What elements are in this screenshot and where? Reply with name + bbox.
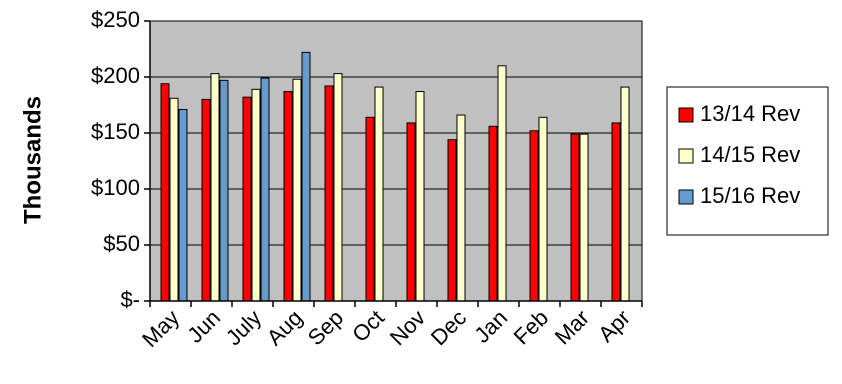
y-tick-label: $50 [103,231,140,256]
bar-14-15-rev-dec [456,114,466,302]
bar-14-15-rev-sep [333,73,343,302]
x-tick-label: Sep [303,305,348,350]
y-tick-label: $100 [91,175,140,200]
bar-13-14-rev-sep [324,85,334,302]
bar-14-15-rev-jun [210,73,220,302]
gridlines [150,76,642,246]
bar-14-15-rev-feb [538,116,548,302]
bar-14-15-rev-mar [579,133,589,302]
bar-13-14-rev-july [242,96,252,302]
y-tick-label: $250 [91,7,140,32]
x-tick-label: Oct [347,305,389,347]
bar-13-14-rev-dec [447,139,457,302]
x-tick-label: Dec [426,305,471,350]
legend-box [666,86,829,236]
bar-14-15-rev-nov [415,91,425,302]
x-tick-label: Jan [469,305,512,348]
bar-14-15-rev-oct [374,86,384,302]
x-tick-label: Aug [262,305,307,350]
bar-15-16-rev-july [260,77,270,302]
bar-14-15-rev-may [169,97,179,302]
x-tick-label: Mar [550,305,594,349]
x-tick-label: Jun [182,305,225,348]
bar-15-16-rev-aug [301,51,311,302]
y-tick-label: $200 [91,63,140,88]
bar-15-16-rev-may [178,108,188,302]
x-tick-label: May [137,305,184,352]
bars [160,51,630,302]
bar-13-14-rev-aug [283,91,293,302]
legend-swatch [678,148,694,164]
y-axis-label: Thousands [19,96,46,224]
axes [144,20,643,307]
legend-swatch [678,189,694,205]
bar-13-14-rev-nov [406,122,416,302]
x-tick-label: Apr [593,305,635,347]
x-tick-label: July [221,305,266,350]
legend: 13/14 Rev 14/15 Rev 15/16 Rev [666,86,829,236]
bar-14-15-rev-jan [497,65,507,302]
y-tick-label: $150 [91,119,140,144]
bar-13-14-rev-jun [201,98,211,302]
legend-label: 13/14 Rev [700,101,800,126]
bar-13-14-rev-mar [570,133,580,302]
bar-13-14-rev-feb [529,130,539,302]
bar-13-14-rev-oct [365,116,375,302]
y-tick-label: $- [120,287,140,312]
bar-14-15-rev-aug [292,78,302,302]
bar-13-14-rev-apr [611,122,621,302]
bar-14-15-rev-july [251,88,261,302]
legend-label: 14/15 Rev [700,142,800,167]
bar-15-16-rev-jun [219,79,229,302]
y-tick-labels: $- $50 $100 $150 $200 $250 [91,7,140,312]
legend-label: 15/16 Rev [700,183,800,208]
x-tick-label: Nov [385,305,430,350]
bar-13-14-rev-may [160,83,170,302]
plot-area [149,20,643,302]
bar-14-15-rev-apr [620,86,630,302]
bar-13-14-rev-jan [488,125,498,302]
legend-swatch [678,107,694,123]
x-tick-label: Feb [509,305,553,349]
